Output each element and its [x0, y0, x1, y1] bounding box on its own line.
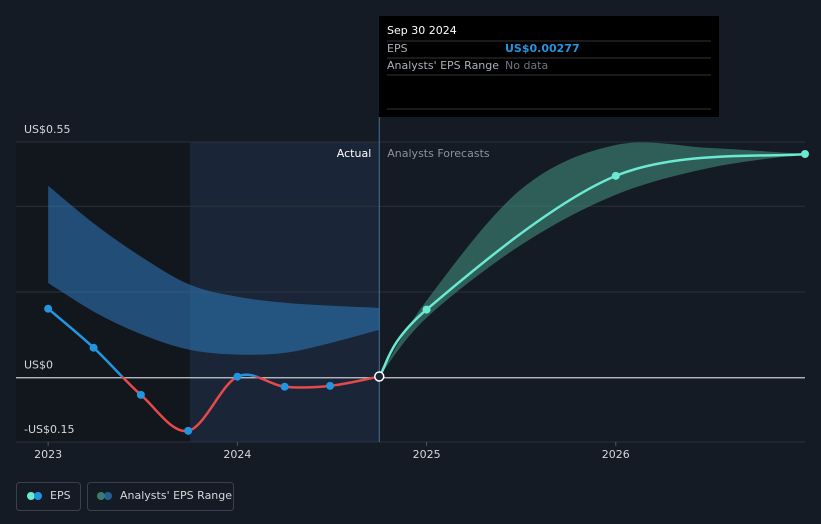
eps-forecast-point [801, 150, 809, 158]
eps-point [184, 426, 193, 435]
tooltip-date: Sep 30 2024 [387, 24, 457, 37]
tooltip: Sep 30 2024 EPS US$0.00277 Analysts' EPS… [379, 16, 719, 117]
legend: EPS Analysts' EPS Range [16, 482, 234, 511]
eps-point [233, 372, 242, 381]
eps-point [44, 304, 53, 313]
eps-line [47, 307, 380, 377]
y-tick-label: US$0.55 [24, 123, 71, 136]
tooltip-value: No data [505, 59, 548, 72]
tooltip-label: EPS [387, 42, 408, 55]
eps-point [136, 390, 145, 399]
x-tick-label: 2025 [413, 448, 441, 461]
legend-label: Analysts' EPS Range [120, 489, 232, 502]
grid: US$0.55 US$0 -US$0.15 2023 2024 2025 2026 [16, 123, 805, 461]
tooltip-box [379, 16, 719, 117]
range-band [48, 185, 380, 355]
tooltip-label: Analysts' EPS Range [387, 59, 499, 72]
legend-swatch [97, 492, 105, 500]
legend-label: EPS [50, 489, 71, 502]
y-tick-label: -US$0.15 [24, 423, 75, 436]
eps-line-negative [120, 376, 380, 433]
x-tick-label: 2026 [602, 448, 630, 461]
legend-item-box[interactable] [16, 482, 81, 511]
eps-point-selected [374, 371, 385, 382]
legend-swatch [27, 492, 35, 500]
x-tick-label: 2024 [223, 448, 251, 461]
forecast-range-band [379, 142, 805, 377]
eps-forecast-line [378, 152, 806, 378]
legend-swatch [34, 492, 42, 500]
y-tick-label: US$0 [24, 359, 53, 372]
eps-point [89, 343, 98, 352]
forecast-label: Analysts Forecasts [387, 147, 490, 160]
legend-swatch [104, 492, 112, 500]
eps-point [326, 381, 335, 390]
x-tick-label: 2023 [34, 448, 62, 461]
eps-point [280, 382, 289, 391]
data: Actual Analysts Forecasts [44, 117, 809, 442]
actual-label: Actual [337, 147, 371, 160]
legend-item-box[interactable] [87, 482, 234, 511]
tooltip-value: US$0.00277 [505, 42, 580, 55]
eps-forecast-point [611, 171, 620, 180]
eps-forecast-point [422, 305, 431, 314]
